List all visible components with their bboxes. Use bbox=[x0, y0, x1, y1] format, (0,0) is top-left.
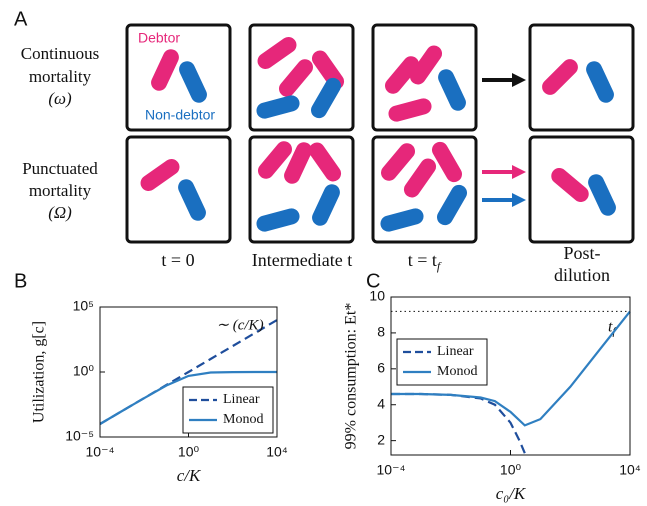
row-label: Continuous bbox=[21, 44, 99, 63]
bacterium bbox=[308, 75, 344, 121]
x-tick-label: 10⁰ bbox=[178, 444, 200, 460]
arrow-head bbox=[512, 165, 526, 179]
legend-label: Linear bbox=[437, 344, 474, 359]
x-axis-label: c/K bbox=[177, 466, 202, 485]
y-tick-label: 10 bbox=[369, 288, 385, 304]
column-label: t = 0 bbox=[161, 250, 194, 270]
bacterium bbox=[387, 97, 434, 124]
bacterium bbox=[175, 177, 208, 224]
column-label-text: t = t bbox=[408, 250, 437, 270]
x-tick-label: 10⁴ bbox=[266, 444, 288, 460]
bacterium bbox=[306, 139, 344, 184]
bacterium bbox=[276, 56, 317, 100]
bacterium bbox=[309, 182, 342, 229]
legend-label: Monod bbox=[223, 412, 263, 427]
bacterium bbox=[585, 172, 618, 219]
annotation: ∼ (c/K) bbox=[216, 317, 263, 333]
bacterium bbox=[255, 207, 302, 234]
cell-box bbox=[530, 25, 633, 130]
x-tick-label: 10⁻⁴ bbox=[377, 462, 406, 478]
bacterium bbox=[254, 34, 299, 72]
column-label: dilution bbox=[554, 265, 610, 285]
column-label-text: t = 0 bbox=[161, 250, 194, 270]
legend-label: Linear bbox=[223, 392, 260, 407]
column-label: Intermediate t bbox=[252, 250, 352, 270]
arrow-head bbox=[512, 73, 526, 87]
figure: ABCDebtorNon-debtorContinuousmortality(ω… bbox=[0, 0, 647, 506]
bacterium bbox=[583, 59, 616, 106]
row-label: Punctuated bbox=[22, 159, 98, 178]
y-tick-label: 2 bbox=[377, 431, 385, 447]
bacterium bbox=[137, 156, 182, 194]
y-tick-label: 8 bbox=[377, 324, 385, 340]
y-axis-label: Utilization, g[c] bbox=[31, 321, 48, 423]
panel-label: A bbox=[14, 8, 28, 30]
bacterium bbox=[176, 59, 209, 106]
bacterium bbox=[379, 207, 426, 234]
x-tick-label: 10⁰ bbox=[500, 462, 522, 478]
bacterium bbox=[148, 47, 181, 94]
series-line bbox=[391, 394, 525, 453]
row-label: (Ω) bbox=[48, 203, 72, 222]
x-tick-label: 10⁻⁴ bbox=[86, 444, 115, 460]
panel-label: B bbox=[14, 270, 27, 292]
column-label-sub: f bbox=[437, 259, 442, 273]
column-label: t = tf bbox=[408, 250, 442, 273]
y-tick-label: 4 bbox=[377, 395, 385, 411]
y-tick-label: 6 bbox=[377, 360, 385, 376]
row-label: (ω) bbox=[48, 89, 72, 108]
y-tick-label: 10⁻⁵ bbox=[65, 428, 94, 444]
debtor-label: Debtor bbox=[138, 30, 180, 46]
bacterium bbox=[435, 67, 468, 114]
arrow-head bbox=[512, 193, 526, 207]
row-label: mortality bbox=[29, 67, 92, 86]
legend-label: Monod bbox=[437, 364, 477, 379]
y-tick-label: 10⁵ bbox=[73, 298, 94, 314]
bacterium bbox=[255, 94, 302, 121]
column-label: Post- bbox=[563, 243, 600, 263]
bacterium bbox=[548, 165, 592, 206]
x-tick-label: 10⁴ bbox=[619, 462, 641, 478]
bacterium bbox=[434, 182, 470, 228]
non-debtor-label: Non-debtor bbox=[145, 107, 215, 123]
row-label: mortality bbox=[29, 181, 92, 200]
y-axis-label: 99% consumption: Et* bbox=[343, 303, 360, 450]
bacterium bbox=[539, 56, 581, 98]
column-label-text: Intermediate t bbox=[252, 250, 352, 270]
y-tick-label: 10⁰ bbox=[73, 363, 95, 379]
x-axis-label: c₀/K bbox=[496, 484, 527, 503]
